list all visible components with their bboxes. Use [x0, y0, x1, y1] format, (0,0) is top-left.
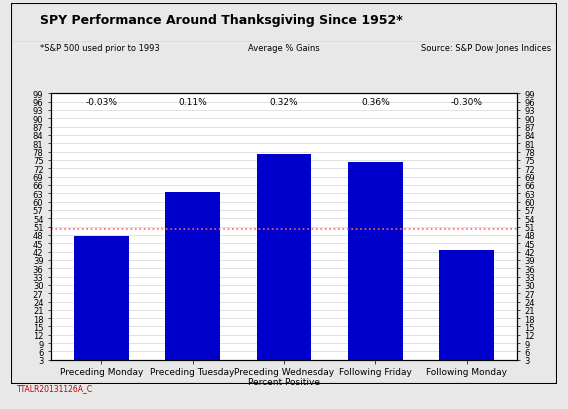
Bar: [348, 163, 403, 368]
Bar: [165, 192, 220, 368]
Bar: [257, 154, 311, 368]
Text: 47.7%: 47.7%: [86, 238, 117, 247]
Text: 0.11%: 0.11%: [178, 98, 207, 107]
Bar: [74, 236, 129, 368]
Text: SPY Performance Around Thanksgiving Since 1952*: SPY Performance Around Thanksgiving Sinc…: [40, 14, 403, 27]
Bar: [439, 251, 494, 368]
X-axis label: Percent Positive: Percent Positive: [248, 377, 320, 386]
Text: 42.4%: 42.4%: [451, 252, 482, 261]
Text: 77.3%: 77.3%: [268, 155, 300, 164]
Text: Source: S&P Dow Jones Indices: Source: S&P Dow Jones Indices: [421, 44, 551, 53]
Text: TTALR20131126A_C: TTALR20131126A_C: [17, 384, 93, 393]
Text: 74.2%: 74.2%: [360, 164, 391, 173]
Text: 0.32%: 0.32%: [270, 98, 298, 107]
Text: 0.36%: 0.36%: [361, 98, 390, 107]
Text: Average % Gains: Average % Gains: [248, 44, 320, 53]
Text: -0.03%: -0.03%: [85, 98, 118, 107]
Text: 63.6%: 63.6%: [177, 193, 208, 202]
Text: -0.30%: -0.30%: [450, 98, 483, 107]
Text: *S&P 500 used prior to 1993: *S&P 500 used prior to 1993: [40, 44, 160, 53]
